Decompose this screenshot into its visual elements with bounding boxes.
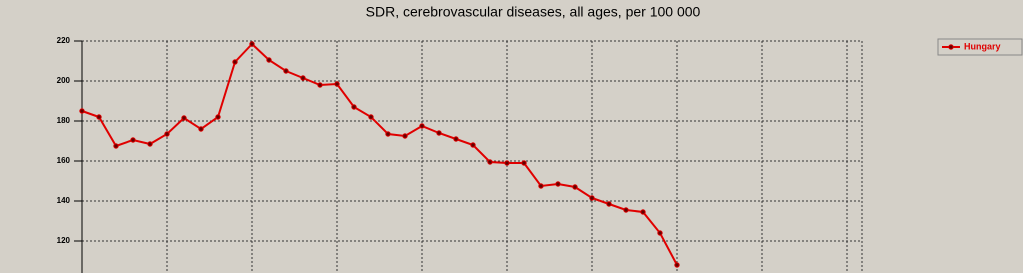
data-point <box>300 75 306 81</box>
y-tick-label: 160 <box>57 156 71 165</box>
data-point <box>198 126 204 132</box>
data-point <box>368 114 374 120</box>
data-point <box>419 123 425 129</box>
y-tick-label: 180 <box>57 116 71 125</box>
data-point <box>113 143 119 149</box>
data-point <box>334 81 340 87</box>
data-point <box>572 184 578 190</box>
y-tick-label: 220 <box>57 36 71 45</box>
data-point <box>606 201 612 207</box>
data-point <box>623 207 629 213</box>
data-point <box>164 131 170 137</box>
data-point <box>504 160 510 166</box>
data-point <box>521 160 527 166</box>
data-point <box>181 115 187 121</box>
legend-box <box>937 38 1023 56</box>
data-point <box>555 181 561 187</box>
data-point <box>657 230 663 236</box>
data-point <box>147 141 153 147</box>
data-point <box>232 59 238 65</box>
data-point <box>249 41 255 47</box>
y-tick-label: 120 <box>57 236 71 245</box>
data-point <box>470 142 476 148</box>
legend-marker <box>948 44 954 50</box>
data-point <box>589 195 595 201</box>
data-point <box>130 137 136 143</box>
y-tick-label: 200 <box>57 76 71 85</box>
data-point <box>453 136 459 142</box>
data-point <box>385 131 391 137</box>
data-point <box>79 108 85 114</box>
data-point <box>487 159 493 165</box>
data-point <box>436 130 442 136</box>
series-line <box>81 42 678 266</box>
data-point <box>640 209 646 215</box>
data-point <box>96 114 102 120</box>
chart-title: SDR, cerebrovascular diseases, all ages,… <box>366 4 701 20</box>
data-point <box>317 82 323 88</box>
legend-label: Hungary <box>964 41 1001 51</box>
data-point <box>402 133 408 139</box>
data-point <box>215 114 221 120</box>
legend <box>937 38 1023 56</box>
data-point <box>266 57 272 63</box>
data-point <box>674 262 680 268</box>
data-point <box>351 104 357 110</box>
data-point <box>283 68 289 74</box>
y-tick-label: 140 <box>57 196 71 205</box>
data-point <box>538 183 544 189</box>
